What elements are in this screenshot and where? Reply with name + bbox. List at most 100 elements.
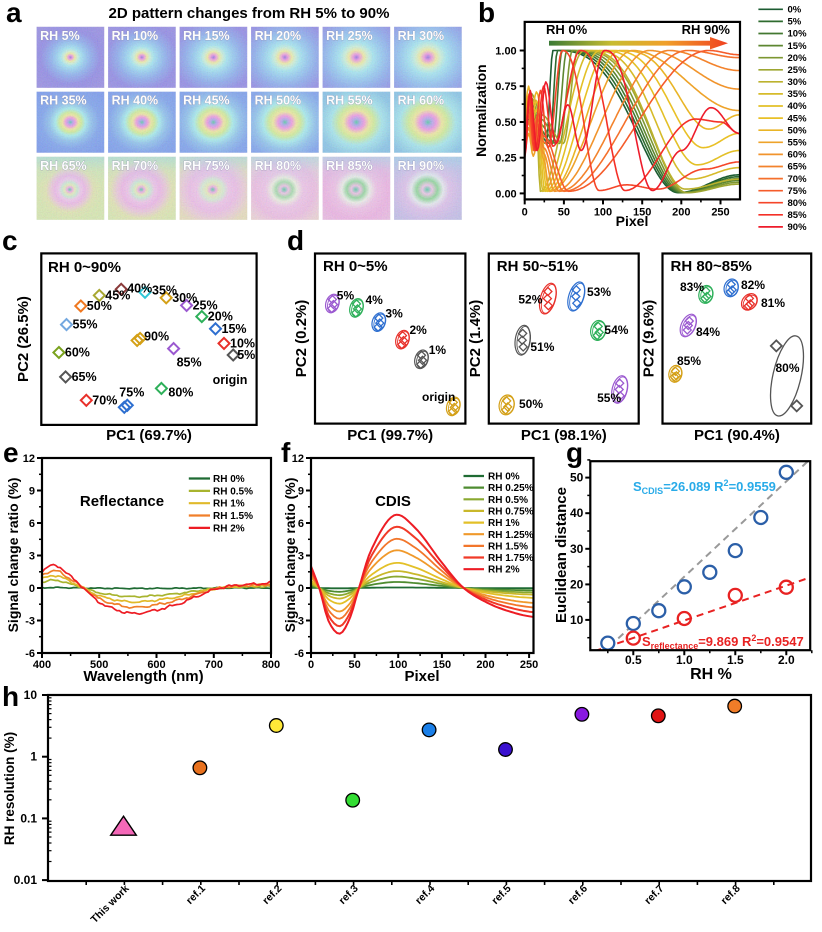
svg-text:25%: 25% bbox=[788, 65, 808, 76]
svg-text:RH 65%: RH 65% bbox=[40, 159, 87, 173]
svg-text:RH 0.5%: RH 0.5% bbox=[488, 495, 528, 506]
svg-text:1.0: 1.0 bbox=[676, 653, 693, 667]
svg-text:60%: 60% bbox=[65, 346, 90, 360]
svg-text:25%: 25% bbox=[193, 298, 218, 312]
svg-text:85%: 85% bbox=[177, 356, 202, 370]
svg-text:75%: 75% bbox=[788, 186, 808, 197]
svg-text:700: 700 bbox=[205, 659, 223, 671]
svg-text:30%: 30% bbox=[788, 77, 808, 88]
svg-text:50: 50 bbox=[558, 206, 570, 218]
svg-text:RH 0%: RH 0% bbox=[546, 22, 588, 37]
svg-text:Signal change ratio (%): Signal change ratio (%) bbox=[282, 478, 298, 633]
svg-text:0.75: 0.75 bbox=[495, 81, 516, 93]
svg-text:85%: 85% bbox=[788, 210, 808, 221]
svg-text:50%: 50% bbox=[87, 299, 112, 313]
svg-text:RH 90%: RH 90% bbox=[398, 159, 445, 173]
svg-text:55%: 55% bbox=[597, 391, 621, 405]
svg-text:c: c bbox=[2, 225, 18, 256]
svg-text:RH 30%: RH 30% bbox=[398, 29, 445, 43]
svg-text:RH 75%: RH 75% bbox=[183, 159, 230, 173]
svg-text:70%: 70% bbox=[788, 174, 808, 185]
svg-text:RH 90%: RH 90% bbox=[682, 22, 731, 37]
svg-text:80%: 80% bbox=[776, 361, 800, 375]
svg-text:40%: 40% bbox=[788, 101, 808, 112]
svg-text:RH 1.25%: RH 1.25% bbox=[488, 530, 534, 541]
svg-text:RH 0%: RH 0% bbox=[213, 474, 245, 485]
svg-text:100: 100 bbox=[389, 659, 407, 671]
svg-text:55%: 55% bbox=[73, 318, 98, 332]
svg-text:0.50: 0.50 bbox=[495, 117, 516, 129]
svg-text:-3: -3 bbox=[294, 616, 304, 628]
svg-text:10: 10 bbox=[570, 613, 584, 627]
svg-text:80%: 80% bbox=[788, 198, 808, 209]
svg-text:100: 100 bbox=[594, 206, 612, 218]
svg-text:RH 55%: RH 55% bbox=[326, 94, 373, 108]
svg-text:1%: 1% bbox=[429, 343, 447, 357]
svg-text:40: 40 bbox=[570, 506, 584, 520]
svg-text:RH 85%: RH 85% bbox=[326, 159, 373, 173]
svg-text:6: 6 bbox=[298, 518, 304, 530]
svg-text:600: 600 bbox=[147, 659, 165, 671]
svg-text:30%: 30% bbox=[172, 291, 197, 305]
svg-text:51%: 51% bbox=[530, 340, 554, 354]
svg-text:2.0: 2.0 bbox=[778, 653, 795, 667]
svg-text:70%: 70% bbox=[92, 393, 117, 407]
svg-text:0: 0 bbox=[308, 659, 314, 671]
svg-text:53%: 53% bbox=[587, 285, 611, 299]
svg-text:RH 40%: RH 40% bbox=[112, 94, 159, 108]
svg-text:20%: 20% bbox=[788, 53, 808, 64]
svg-text:10%: 10% bbox=[230, 336, 255, 350]
svg-text:h: h bbox=[2, 681, 19, 712]
svg-text:RH 0.5%: RH 0.5% bbox=[213, 486, 253, 497]
svg-text:82%: 82% bbox=[741, 278, 765, 292]
svg-text:SCDIS=26.089 R2=0.9559: SCDIS=26.089 R2=0.9559 bbox=[633, 478, 776, 496]
svg-text:150: 150 bbox=[633, 206, 651, 218]
svg-text:5%: 5% bbox=[337, 289, 355, 303]
svg-text:0%: 0% bbox=[788, 5, 802, 16]
svg-text:RH 25%: RH 25% bbox=[326, 29, 373, 43]
svg-text:55%: 55% bbox=[788, 138, 808, 149]
svg-text:Wavelength (nm): Wavelength (nm) bbox=[83, 668, 203, 685]
svg-text:RH 1.5%: RH 1.5% bbox=[488, 541, 528, 552]
svg-text:1: 1 bbox=[30, 750, 37, 764]
svg-text:45%: 45% bbox=[105, 288, 130, 302]
svg-text:PC2 (26.5%): PC2 (26.5%) bbox=[15, 296, 32, 382]
svg-text:PC1 (69.7%): PC1 (69.7%) bbox=[106, 427, 192, 444]
svg-text:RH 0~5%: RH 0~5% bbox=[323, 258, 388, 275]
svg-text:f: f bbox=[281, 437, 291, 468]
svg-text:RH %: RH % bbox=[690, 666, 732, 683]
svg-text:84%: 84% bbox=[696, 325, 720, 339]
svg-text:50: 50 bbox=[348, 659, 360, 671]
svg-text:RH 1.75%: RH 1.75% bbox=[488, 553, 534, 564]
svg-text:65%: 65% bbox=[72, 370, 97, 384]
svg-text:-3: -3 bbox=[25, 616, 35, 628]
svg-text:Signal change ratio (%): Signal change ratio (%) bbox=[5, 478, 21, 633]
svg-text:RH resolution (%): RH resolution (%) bbox=[2, 732, 17, 845]
svg-text:0.01: 0.01 bbox=[14, 873, 38, 887]
svg-text:65%: 65% bbox=[788, 162, 808, 173]
svg-text:250: 250 bbox=[711, 206, 729, 218]
svg-text:0.5: 0.5 bbox=[625, 653, 642, 667]
svg-text:PC1 (99.7%): PC1 (99.7%) bbox=[347, 427, 433, 444]
svg-text:250: 250 bbox=[520, 659, 538, 671]
svg-text:RH 1%: RH 1% bbox=[488, 518, 520, 529]
svg-text:50%: 50% bbox=[519, 397, 543, 411]
svg-text:35%: 35% bbox=[788, 89, 808, 100]
svg-text:20%: 20% bbox=[208, 310, 233, 324]
svg-text:2%: 2% bbox=[410, 323, 428, 337]
svg-text:10%: 10% bbox=[788, 29, 808, 40]
svg-text:12: 12 bbox=[23, 453, 35, 465]
svg-text:PC2 (0.2%): PC2 (0.2%) bbox=[293, 300, 310, 378]
svg-text:origin: origin bbox=[213, 373, 248, 387]
svg-text:RH 70%: RH 70% bbox=[112, 159, 159, 173]
svg-text:9: 9 bbox=[29, 486, 35, 498]
svg-text:RH 0~90%: RH 0~90% bbox=[48, 259, 121, 276]
svg-text:RH 80~85%: RH 80~85% bbox=[671, 258, 752, 275]
svg-text:RH 50~51%: RH 50~51% bbox=[497, 258, 578, 275]
svg-text:0: 0 bbox=[29, 583, 35, 595]
svg-text:RH 2%: RH 2% bbox=[488, 565, 520, 576]
svg-text:RH 80%: RH 80% bbox=[255, 159, 302, 173]
svg-text:RH 1%: RH 1% bbox=[213, 499, 245, 510]
svg-text:RH 45%: RH 45% bbox=[183, 94, 230, 108]
svg-text:CDIS: CDIS bbox=[375, 493, 411, 510]
